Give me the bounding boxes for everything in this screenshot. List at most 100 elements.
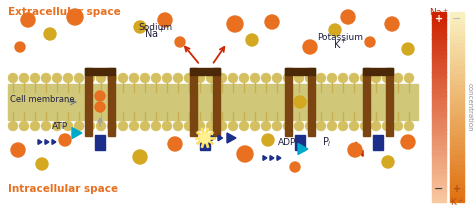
Bar xyxy=(450,183,464,187)
Circle shape xyxy=(107,121,117,131)
Text: K$^+$: K$^+$ xyxy=(333,38,347,51)
Bar xyxy=(432,133,446,137)
Text: Potassium: Potassium xyxy=(317,33,363,42)
Bar xyxy=(432,129,446,134)
Circle shape xyxy=(195,121,205,131)
Circle shape xyxy=(63,121,73,131)
Bar xyxy=(432,19,446,23)
Circle shape xyxy=(341,10,355,24)
Bar xyxy=(432,156,446,160)
Circle shape xyxy=(265,15,279,29)
Circle shape xyxy=(118,121,128,131)
Circle shape xyxy=(239,121,249,131)
Bar xyxy=(432,126,446,130)
Circle shape xyxy=(261,121,271,131)
Bar xyxy=(432,49,446,54)
Text: Cell membrane: Cell membrane xyxy=(10,95,74,104)
Circle shape xyxy=(41,73,51,83)
Circle shape xyxy=(95,102,105,112)
Circle shape xyxy=(305,73,315,83)
Circle shape xyxy=(140,73,150,83)
Bar xyxy=(450,53,464,58)
Circle shape xyxy=(401,135,415,149)
Bar xyxy=(200,135,210,150)
Circle shape xyxy=(272,121,282,131)
Circle shape xyxy=(74,121,84,131)
Bar xyxy=(432,175,446,179)
Bar xyxy=(450,141,464,145)
Bar xyxy=(432,65,446,69)
Text: ADP: ADP xyxy=(278,138,296,147)
Bar xyxy=(432,186,446,191)
Bar xyxy=(450,133,464,137)
Bar xyxy=(450,106,464,111)
Circle shape xyxy=(52,121,62,131)
Bar xyxy=(85,68,115,75)
Circle shape xyxy=(402,43,414,55)
Circle shape xyxy=(107,73,117,83)
Circle shape xyxy=(11,143,25,157)
Bar xyxy=(450,84,464,88)
Bar xyxy=(450,11,464,16)
Bar xyxy=(450,76,464,80)
Circle shape xyxy=(140,121,150,131)
Bar xyxy=(432,103,446,107)
Bar xyxy=(432,42,446,46)
Bar xyxy=(450,88,464,92)
Bar xyxy=(432,53,446,58)
Circle shape xyxy=(44,28,56,40)
Circle shape xyxy=(338,121,348,131)
Circle shape xyxy=(348,143,362,157)
Circle shape xyxy=(206,121,216,131)
Circle shape xyxy=(382,156,394,168)
Circle shape xyxy=(168,137,182,151)
Bar xyxy=(450,179,464,183)
Circle shape xyxy=(250,73,260,83)
Circle shape xyxy=(250,121,260,131)
Circle shape xyxy=(283,121,293,131)
Circle shape xyxy=(184,121,194,131)
Circle shape xyxy=(382,73,392,83)
Circle shape xyxy=(200,133,210,143)
Circle shape xyxy=(173,73,183,83)
Bar xyxy=(450,57,464,61)
Bar xyxy=(450,23,464,27)
Bar xyxy=(450,186,464,191)
Circle shape xyxy=(290,162,300,172)
Bar xyxy=(432,167,446,172)
Circle shape xyxy=(175,37,185,47)
Bar xyxy=(432,145,446,149)
Circle shape xyxy=(85,73,95,83)
Bar xyxy=(450,171,464,175)
Bar xyxy=(450,103,464,107)
Polygon shape xyxy=(227,133,236,143)
Circle shape xyxy=(294,96,306,108)
Bar xyxy=(432,163,446,168)
Polygon shape xyxy=(277,156,281,160)
Bar xyxy=(450,129,464,134)
Circle shape xyxy=(8,121,18,131)
Bar xyxy=(432,91,446,96)
Bar xyxy=(213,68,220,136)
Bar xyxy=(450,49,464,54)
Circle shape xyxy=(85,121,95,131)
Circle shape xyxy=(371,121,381,131)
Circle shape xyxy=(404,73,414,83)
Circle shape xyxy=(118,73,128,83)
Bar xyxy=(285,68,292,136)
Text: −: − xyxy=(452,14,462,24)
Text: Na$^+$: Na$^+$ xyxy=(429,6,449,18)
Circle shape xyxy=(329,24,341,36)
Bar xyxy=(432,88,446,92)
Circle shape xyxy=(305,121,315,131)
Circle shape xyxy=(158,13,172,27)
Circle shape xyxy=(195,73,205,83)
Bar xyxy=(363,68,370,136)
Circle shape xyxy=(404,121,414,131)
Bar xyxy=(432,72,446,77)
Bar xyxy=(450,46,464,50)
Circle shape xyxy=(393,73,403,83)
Circle shape xyxy=(246,34,258,46)
Polygon shape xyxy=(38,139,42,144)
Bar xyxy=(450,91,464,96)
